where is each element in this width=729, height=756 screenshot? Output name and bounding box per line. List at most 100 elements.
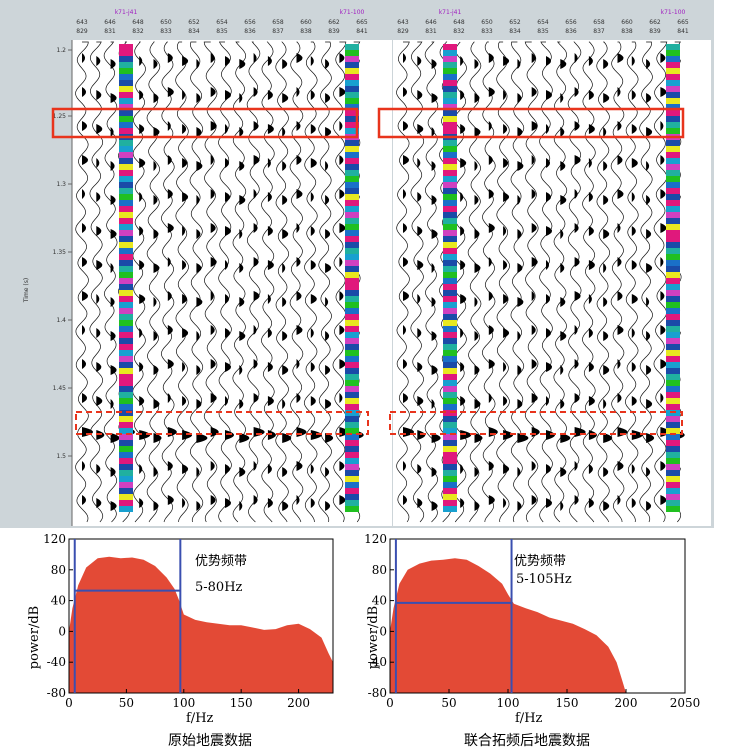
well-log-segment xyxy=(666,374,680,380)
well-log-segment xyxy=(345,470,359,476)
wavelet-lobe xyxy=(296,325,303,335)
wavelet-lobe xyxy=(403,155,409,165)
plot-frame xyxy=(68,538,334,694)
trace-header-bottom: 839 xyxy=(649,28,661,35)
well-log-segment xyxy=(666,416,680,422)
well-log-segment xyxy=(666,326,680,332)
wavelet-lobe xyxy=(310,328,314,338)
wavelet-lobe xyxy=(617,461,624,471)
wavelet-lobe xyxy=(531,53,536,63)
wavelet-lobe xyxy=(488,189,494,199)
wavelet-lobe xyxy=(96,498,102,508)
wavelet-lobe xyxy=(253,189,257,199)
trace-header-bottom: 834 xyxy=(188,28,200,35)
trace-header-top: 660 xyxy=(300,19,312,26)
wiggle-trace xyxy=(175,41,189,523)
wavelet-lobe xyxy=(488,53,494,63)
wavelet-lobe xyxy=(196,127,202,137)
wavelet-lobe xyxy=(460,192,464,202)
wavelet-lobe xyxy=(139,158,146,168)
wavelet-lobe xyxy=(503,464,510,474)
wavelet-lobe xyxy=(167,461,173,471)
well-log-segment xyxy=(666,428,680,434)
wavelet-lobe xyxy=(239,161,245,171)
wavelet-lobe xyxy=(588,192,593,202)
wavelet-lobe xyxy=(110,195,116,205)
wavelet-lobe xyxy=(403,189,406,199)
well-log-segment xyxy=(345,146,359,152)
well-log-segment xyxy=(119,458,133,464)
wavelet-lobe xyxy=(603,59,609,69)
wiggle-trace xyxy=(275,41,290,523)
wavelet-lobe xyxy=(517,195,521,205)
wavelet-lobe xyxy=(417,56,422,66)
trace-header-bottom: 838 xyxy=(621,28,633,35)
wavelet-lobe xyxy=(139,396,145,406)
wavelet-lobe xyxy=(110,263,114,273)
well-log-segment xyxy=(119,398,133,404)
wavelet-lobe xyxy=(417,294,421,304)
wavelet-lobe xyxy=(225,498,231,508)
wavelet-lobe xyxy=(110,297,115,307)
wavelet-lobe xyxy=(196,501,201,511)
well-log-segment xyxy=(666,446,680,452)
wavelet-lobe xyxy=(182,464,189,474)
well-log-segment xyxy=(443,398,457,404)
well-log-segment xyxy=(345,176,359,182)
well-log-segment xyxy=(345,350,359,356)
wavelet-lobe xyxy=(153,93,159,103)
wavelet-lobe xyxy=(239,127,244,137)
wavelet-lobe xyxy=(474,195,479,205)
wavelet-lobe xyxy=(588,260,595,270)
wavelet-lobe xyxy=(253,291,260,301)
wavelet-lobe xyxy=(282,297,287,307)
wavelet-lobe xyxy=(503,56,510,66)
wavelet-lobe xyxy=(210,257,217,267)
well-log-segment xyxy=(345,62,359,68)
wavelet-lobe xyxy=(660,325,666,335)
well-log-segment xyxy=(345,80,359,86)
band-range-label: 5-80Hz xyxy=(195,580,243,595)
trace-header-top: 662 xyxy=(328,19,340,26)
well-log-segment xyxy=(345,230,359,236)
wavelet-lobe xyxy=(546,396,549,406)
wavelet-lobe xyxy=(417,362,423,372)
wavelet-lobe xyxy=(617,291,623,301)
wavelet-lobe xyxy=(96,294,100,304)
wavelet-lobe xyxy=(282,399,286,409)
wavelet-lobe xyxy=(560,127,565,137)
wavelet-lobe xyxy=(325,127,332,137)
well-log-segment xyxy=(345,248,359,254)
well-log-segment xyxy=(443,68,457,74)
well-log-segment xyxy=(666,272,680,278)
wavelet-lobe xyxy=(96,56,101,66)
well-log-segment xyxy=(443,182,457,188)
wavelet-lobe xyxy=(239,297,245,307)
wavelet-lobe xyxy=(646,433,655,443)
well-log-segment xyxy=(119,254,133,260)
wavelet-lobe xyxy=(531,223,537,233)
wavelet-lobe xyxy=(660,257,664,267)
band-range-label: 5-105Hz xyxy=(516,572,572,587)
wiggle-trace xyxy=(467,41,482,523)
wavelet-lobe xyxy=(531,189,536,199)
well-log-segment xyxy=(345,308,359,314)
wavelet-lobe xyxy=(574,155,581,165)
well-log-segment xyxy=(443,314,457,320)
wavelet-lobe xyxy=(646,467,651,477)
wavelet-lobe xyxy=(210,461,215,471)
well-log-segment xyxy=(345,236,359,242)
well-log-segment xyxy=(443,368,457,374)
band-label: 优势频带 xyxy=(195,554,248,569)
well-log-segment xyxy=(443,464,457,470)
wavelet-lobe xyxy=(196,331,200,341)
wavelet-lobe xyxy=(225,124,228,134)
wavelet-lobe xyxy=(110,365,117,375)
well-log-segment xyxy=(119,332,133,338)
wavelet-lobe xyxy=(517,467,521,477)
wavelet-lobe xyxy=(325,93,331,103)
well-log-segment xyxy=(345,272,359,278)
well-log-segment xyxy=(345,110,359,116)
well-log-segment xyxy=(666,152,680,158)
